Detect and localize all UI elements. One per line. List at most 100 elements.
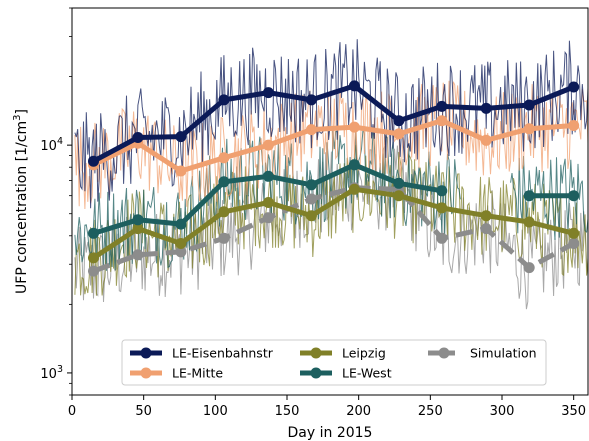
- point-simulation: [523, 262, 535, 274]
- point-le-eisenbahnstr: [305, 94, 317, 106]
- point-leipzig: [436, 202, 448, 214]
- point-le-eisenbahnstr: [480, 102, 492, 114]
- y-axis-label: UFP concentration [1/cm3]: [12, 109, 30, 294]
- point-le-eisenbahnstr: [218, 94, 230, 106]
- point-le-west: [436, 185, 448, 197]
- point-simulation: [175, 246, 187, 258]
- x-tick-label: 0: [68, 404, 76, 419]
- point-le-mitte: [218, 152, 230, 164]
- series-leipzig: [88, 183, 580, 264]
- point-le-west: [218, 176, 230, 188]
- y-axis: 103 104: [40, 7, 72, 396]
- point-le-west: [568, 190, 580, 202]
- line-le-mitte: [92, 118, 574, 174]
- point-le-eisenbahnstr: [348, 80, 360, 92]
- point-le-mitte: [175, 165, 187, 177]
- point-leipzig: [568, 227, 580, 239]
- point-le-eisenbahnstr: [568, 81, 580, 93]
- point-le-eisenbahnstr: [262, 87, 274, 99]
- point-leipzig: [262, 197, 274, 208]
- legend-marker: [140, 347, 152, 359]
- y-tick-label: 103: [40, 364, 63, 382]
- point-leipzig: [88, 252, 99, 264]
- point-simulation: [218, 232, 230, 244]
- point-simulation: [568, 238, 580, 249]
- point-le-mitte: [305, 124, 317, 136]
- legend: LE-Eisenbahnstr LE-Mitte Leipzig LE-West Sim…: [121, 339, 547, 386]
- point-le-west: [88, 227, 99, 239]
- point-le-eisenbahnstr: [436, 100, 448, 112]
- point-le-mitte: [436, 115, 448, 127]
- noise-le-west-1: [74, 125, 461, 271]
- y-axis-label-main: UFP concentration [1/cm: [14, 121, 30, 294]
- point-le-mitte: [262, 139, 274, 151]
- point-le-west: [393, 177, 405, 189]
- y-axis-label-superscript: 3: [12, 115, 23, 121]
- legend-item-le-west: LE-West: [300, 366, 392, 381]
- legend-item-le-mitte: LE-Mitte: [130, 366, 223, 381]
- point-simulation: [436, 232, 448, 244]
- point-simulation: [305, 193, 317, 205]
- point-le-west: [132, 214, 144, 226]
- point-leipzig: [393, 190, 405, 202]
- x-tick-label: 250: [418, 404, 443, 419]
- point-le-mitte: [568, 120, 580, 131]
- legend-label: Leipzig: [342, 346, 386, 361]
- x-tick-label: 350: [561, 404, 586, 419]
- noise-le-mitte: [74, 80, 588, 210]
- point-leipzig: [480, 210, 492, 222]
- legend-marker: [310, 367, 322, 379]
- x-tick-label: 150: [275, 404, 300, 419]
- point-leipzig: [175, 238, 187, 249]
- point-leipzig: [348, 183, 360, 195]
- x-axis: 0 50 100 150 200 250 300 350: [68, 395, 586, 419]
- point-leipzig: [305, 210, 317, 222]
- point-le-west: [262, 170, 274, 182]
- legend-item-simulation: Simulation: [428, 346, 537, 361]
- series-le-eisenbahnstr: [88, 80, 580, 167]
- point-le-eisenbahnstr: [88, 155, 99, 167]
- legend-label: LE-West: [342, 366, 392, 381]
- point-le-west: [305, 179, 317, 191]
- series-le-west: [88, 159, 580, 239]
- point-leipzig: [523, 216, 535, 228]
- point-le-mitte: [348, 121, 360, 133]
- point-leipzig: [132, 223, 144, 235]
- noise-leipzig: [74, 145, 588, 296]
- legend-marker: [140, 367, 152, 379]
- point-simulation: [262, 212, 274, 224]
- point-le-mitte: [523, 123, 535, 135]
- point-simulation: [132, 249, 144, 261]
- point-le-eisenbahnstr: [175, 131, 187, 143]
- x-tick-label: 50: [135, 404, 152, 419]
- y-tick-label: 104: [40, 136, 63, 154]
- x-axis-label: Day in 2015: [288, 425, 373, 441]
- point-le-west: [348, 159, 360, 171]
- point-le-eisenbahnstr: [132, 132, 144, 143]
- legend-label: LE-Mitte: [172, 366, 223, 381]
- point-le-mitte: [480, 134, 492, 146]
- x-tick-label: 100: [203, 404, 228, 419]
- point-le-west: [175, 218, 187, 230]
- plot-frame: [71, 7, 589, 396]
- point-le-west: [523, 190, 535, 202]
- point-simulation: [88, 265, 99, 277]
- legend-marker: [310, 347, 322, 359]
- point-leipzig: [218, 206, 230, 218]
- point-le-eisenbahnstr: [523, 99, 535, 111]
- line-leipzig: [92, 186, 575, 260]
- point-le-eisenbahnstr: [393, 115, 405, 127]
- point-le-mitte: [393, 128, 405, 140]
- legend-item-le-eisenbahnstr: LE-Eisenbahnstr: [130, 346, 274, 361]
- x-tick-label: 200: [346, 404, 371, 419]
- legend-item-leipzig: Leipzig: [300, 346, 386, 361]
- line-simulation: [92, 185, 575, 274]
- legend-label: LE-Eisenbahnstr: [172, 346, 274, 361]
- legend-marker: [438, 347, 450, 359]
- y-axis-label-close: ]: [14, 109, 30, 114]
- line-le-eisenbahnstr: [92, 83, 575, 164]
- legend-label: Simulation: [470, 346, 537, 361]
- point-simulation: [480, 223, 492, 235]
- series-layer: [88, 80, 580, 277]
